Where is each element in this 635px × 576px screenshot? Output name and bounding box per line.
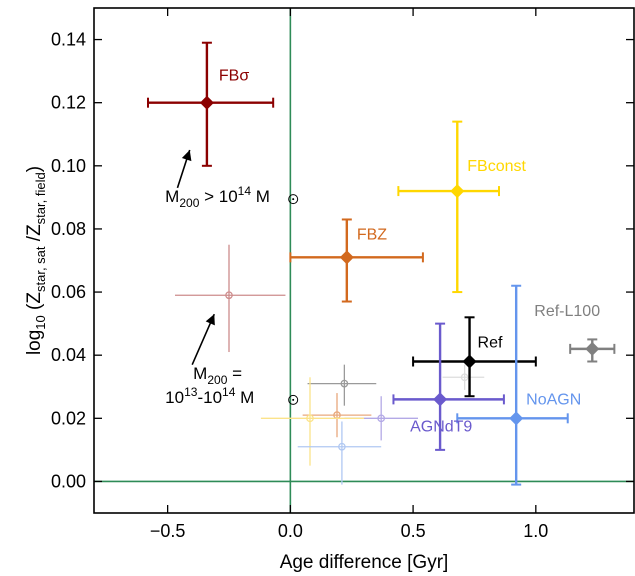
sun-symbol-icon — [288, 194, 299, 205]
faint-marker-5 — [306, 414, 314, 423]
faint-marker-1 — [340, 379, 349, 388]
faint-point-2 — [442, 364, 485, 390]
annotation-m200-range-line2: 1013-1014 M — [165, 385, 254, 407]
series-1 — [397, 120, 500, 294]
y-axis-label: log10 (Zstar, sat /Zstar, field) — [24, 166, 48, 355]
sun-symbol-icon-2 — [288, 394, 299, 405]
y-tick-label-6: 0.12 — [51, 93, 86, 113]
x-tick-label-1: 0.0 — [278, 521, 303, 541]
faint-marker-2 — [460, 373, 469, 382]
faint-point-1 — [307, 364, 377, 406]
series-label-6: Ref-L100 — [534, 303, 600, 320]
faint-marker-4 — [377, 414, 386, 423]
series-labels: FBσ FBconst FBZ Ref AGNdT9 NoAGN Ref-L100 — [219, 68, 600, 436]
series-label-0: FBσ — [219, 68, 249, 85]
plot-frame — [93, 7, 635, 514]
faint-marker-0 — [225, 291, 233, 300]
x-tick-label-2: 0.5 — [401, 521, 426, 541]
axis-labels: Age difference [Gyr] log10 (Zstar, sat /Z… — [24, 166, 448, 573]
faint-point-3 — [302, 393, 372, 438]
series-3 — [412, 316, 537, 398]
axes: −0.5 0.0 0.5 1.0 0.00 0.02 0.04 0.06 0.08 0.10 0.1… — [51, 7, 635, 541]
annotation-m200-range-line1: M200 = — [193, 364, 242, 387]
faint-marker-6 — [338, 442, 346, 451]
data-point-0 — [199, 95, 214, 110]
y-tick-label-1: 0.02 — [51, 408, 86, 428]
y-tick-label-0: 0.00 — [51, 471, 86, 491]
series-5 — [456, 284, 569, 486]
series-label-3: Ref — [478, 335, 503, 352]
series-6 — [569, 338, 616, 363]
series-4 — [392, 322, 505, 451]
plot-area — [94, 8, 634, 513]
data-point-4 — [433, 392, 448, 407]
series-0 — [147, 41, 275, 167]
faint-point-0 — [175, 244, 286, 353]
y-tick-label-4: 0.08 — [51, 219, 86, 239]
series-label-2: FBZ — [357, 226, 387, 243]
y-tick-label-3: 0.06 — [51, 282, 86, 302]
x-tick-label-0: −0.5 — [150, 521, 186, 541]
series-2 — [289, 218, 424, 303]
x-axis-label: Age difference [Gyr] — [280, 552, 449, 573]
y-tick-label-7: 0.14 — [51, 30, 86, 50]
faint-point-5 — [260, 377, 364, 466]
annotation-arrowhead-0 — [181, 150, 192, 162]
x-tick-label-3: 1.0 — [523, 521, 548, 541]
series-label-1: FBconst — [467, 158, 526, 175]
data-point-2 — [339, 250, 354, 265]
data-point-6 — [585, 341, 600, 356]
data-point-5 — [509, 411, 524, 426]
data-point-3 — [462, 354, 477, 369]
y-tick-label-2: 0.04 — [51, 345, 86, 365]
annotation-m200-high: M200 > 1014 M — [165, 184, 270, 210]
series-label-5: NoAGN — [526, 391, 581, 408]
faint-point-6 — [297, 421, 382, 485]
series-label-4: AGNdT9 — [410, 418, 472, 435]
y-tick-label-5: 0.10 — [51, 156, 86, 176]
sun-symbol-dot — [292, 198, 295, 201]
sun-symbol-dot-2 — [292, 398, 295, 401]
annotation-arrowhead-2 — [205, 314, 215, 326]
annotations: M200 > 1014 M M200 =1013-1014 M — [165, 149, 299, 407]
data-point-1 — [450, 184, 465, 199]
